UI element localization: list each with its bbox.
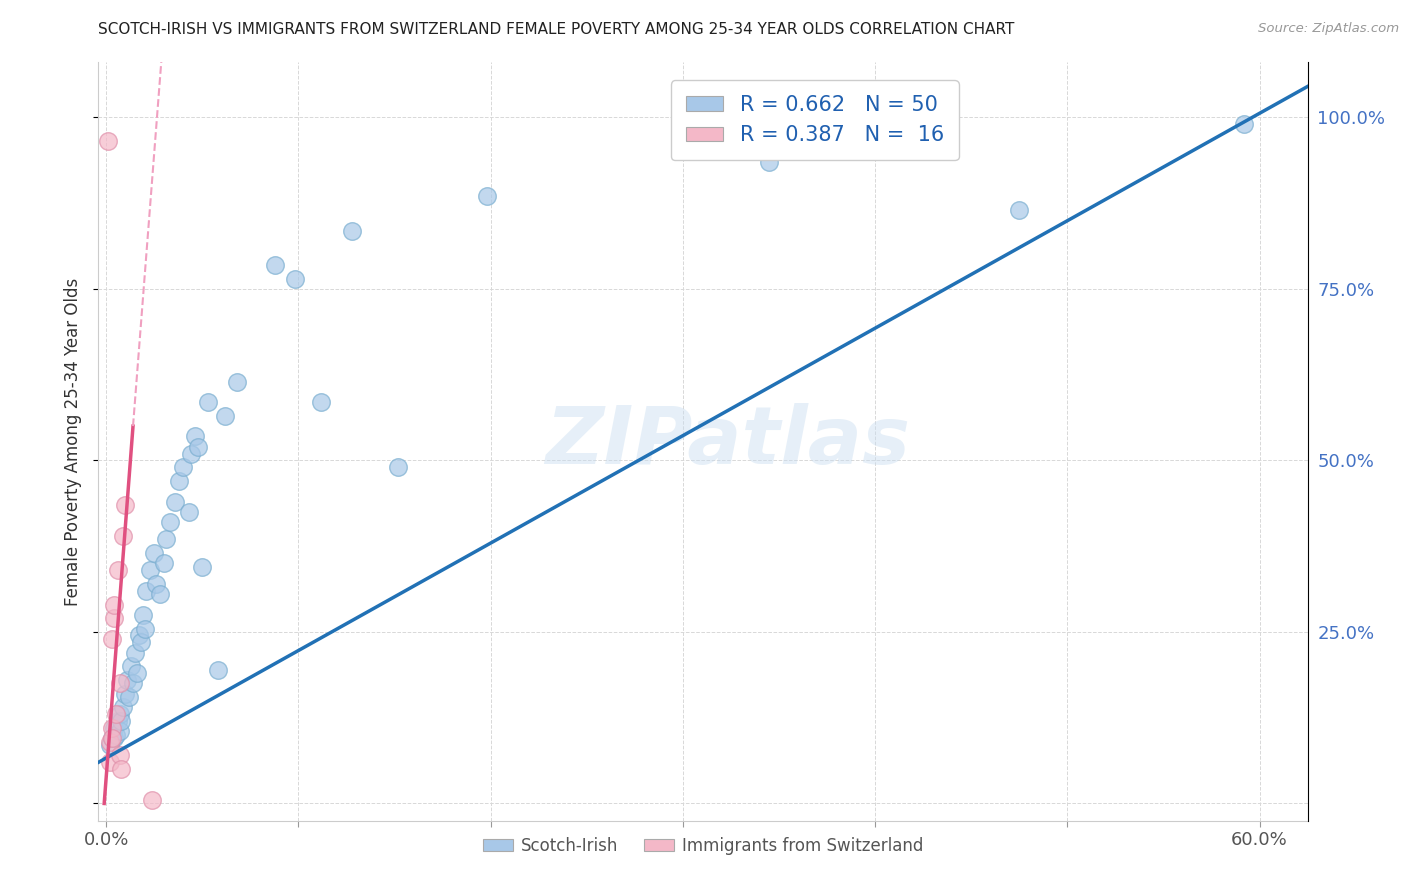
- Point: [124, 646, 146, 660]
- Point: [108, 724, 131, 739]
- Point: [141, 793, 163, 807]
- Point: [97, 134, 120, 148]
- Point: [152, 557, 174, 571]
- Point: [103, 611, 125, 625]
- Point: [225, 375, 247, 389]
- Point: [107, 714, 129, 728]
- Point: [139, 563, 162, 577]
- Point: [128, 628, 150, 642]
- Point: [103, 721, 125, 735]
- Point: [129, 635, 152, 649]
- Y-axis label: Female Poverty Among 25-34 Year Olds: Female Poverty Among 25-34 Year Olds: [65, 277, 83, 606]
- Text: SCOTCH-IRISH VS IMMIGRANTS FROM SWITZERLAND FEMALE POVERTY AMONG 25-34 YEAR OLDS: SCOTCH-IRISH VS IMMIGRANTS FROM SWITZERL…: [98, 22, 1015, 37]
- Point: [101, 632, 124, 646]
- Point: [103, 598, 125, 612]
- Point: [104, 707, 127, 722]
- Point: [149, 587, 172, 601]
- Point: [122, 676, 145, 690]
- Point: [134, 622, 156, 636]
- Point: [340, 223, 363, 237]
- Point: [108, 676, 131, 690]
- Point: [110, 714, 132, 728]
- Point: [110, 762, 132, 776]
- Point: [104, 728, 127, 742]
- Point: [475, 189, 498, 203]
- Point: [165, 494, 187, 508]
- Point: [145, 577, 167, 591]
- Point: [207, 663, 229, 677]
- Point: [214, 409, 236, 423]
- Point: [98, 756, 121, 770]
- Point: [114, 687, 136, 701]
- Point: [1233, 117, 1256, 131]
- Point: [101, 731, 124, 746]
- Point: [98, 738, 121, 752]
- Point: [159, 515, 181, 529]
- Point: [118, 690, 141, 705]
- Point: [167, 474, 190, 488]
- Point: [172, 460, 194, 475]
- Point: [108, 748, 131, 763]
- Point: [177, 505, 200, 519]
- Point: [283, 271, 305, 285]
- Point: [98, 735, 121, 749]
- Point: [101, 721, 124, 735]
- Point: [1008, 202, 1031, 217]
- Point: [114, 498, 136, 512]
- Point: [187, 440, 209, 454]
- Point: [143, 546, 166, 560]
- Point: [120, 659, 142, 673]
- Point: [107, 563, 129, 577]
- Point: [191, 559, 214, 574]
- Text: Source: ZipAtlas.com: Source: ZipAtlas.com: [1258, 22, 1399, 36]
- Point: [387, 460, 409, 475]
- Point: [112, 529, 135, 543]
- Point: [117, 673, 139, 687]
- Point: [758, 155, 780, 169]
- Legend: Scotch-Irish, Immigrants from Switzerland: Scotch-Irish, Immigrants from Switzerlan…: [477, 830, 929, 862]
- Point: [135, 583, 157, 598]
- Point: [197, 395, 219, 409]
- Point: [264, 258, 287, 272]
- Point: [108, 707, 131, 722]
- Point: [183, 429, 205, 443]
- Point: [112, 700, 135, 714]
- Text: ZIPatlas: ZIPatlas: [544, 402, 910, 481]
- Point: [155, 533, 177, 547]
- Point: [125, 666, 148, 681]
- Point: [311, 395, 333, 409]
- Point: [101, 731, 124, 746]
- Point: [103, 731, 125, 746]
- Point: [180, 446, 202, 460]
- Point: [131, 607, 153, 622]
